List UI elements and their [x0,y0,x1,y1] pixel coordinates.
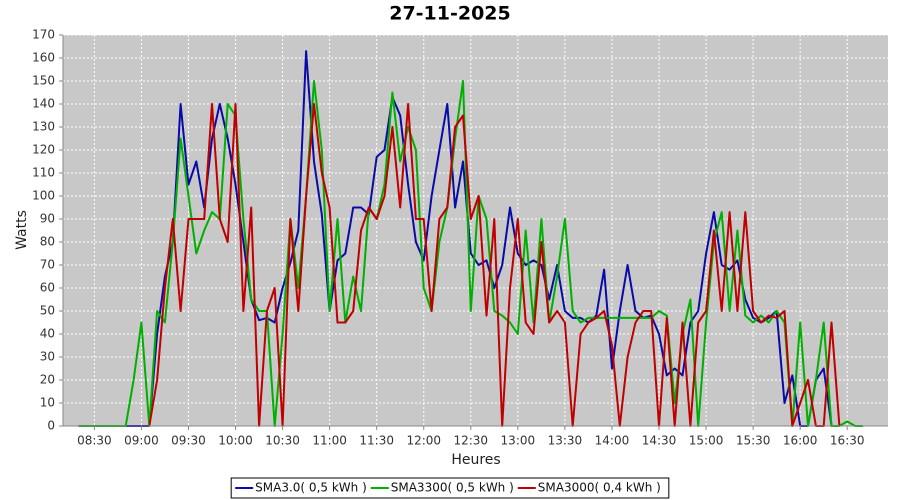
y-tick-label: 130 [32,120,55,134]
y-tick-label: 70 [40,258,55,272]
y-tick-label: 80 [40,235,55,249]
x-tick-label: 11:00 [312,434,347,448]
x-tick-label: 11:30 [359,434,394,448]
y-tick-label: 150 [32,74,55,88]
y-tick-label: 20 [40,373,55,387]
x-tick-label: 14:30 [642,434,677,448]
y-tick-label: 0 [47,419,55,433]
x-tick-label: 16:30 [830,434,865,448]
y-axis-title: Watts [14,210,30,250]
x-tick-label: 08:30 [77,434,112,448]
x-axis-title: Heures [451,452,500,468]
x-tick-label: 10:30 [265,434,300,448]
x-tick-label: 12:30 [453,434,488,448]
chart-title: 27-11-2025 [389,3,511,25]
legend-label: SMA3300( 0,5 kWh ) [391,481,514,495]
y-tick-label: 50 [40,304,55,318]
y-tick-label: 100 [32,189,55,203]
legend-label: SMA3.0( 0,5 kWh ) [255,481,367,495]
x-tick-label: 14:00 [595,434,630,448]
x-tick-label: 15:00 [689,434,724,448]
y-tick-label: 60 [40,281,55,295]
y-tick-label: 110 [32,166,55,180]
legend-label: SMA3000( 0,4 kWh ) [538,481,661,495]
x-tick-label: 12:00 [406,434,441,448]
x-tick-label: 13:30 [548,434,583,448]
lines [78,50,863,427]
x-tick-label: 09:30 [171,434,206,448]
x-tick-label: 10:00 [218,434,253,448]
x-tick-label: 15:30 [736,434,771,448]
series-line [78,80,863,427]
y-tick-label: 90 [40,212,55,226]
y-tick-label: 120 [32,143,55,157]
y-tick-label: 40 [40,327,55,341]
legend: SMA3.0( 0,5 kWh ) SMA3300( 0,5 kWh ) SMA30… [230,477,670,499]
x-tick-label: 13:00 [501,434,536,448]
legend-box [230,477,670,499]
series-line [148,103,841,427]
y-tick-label: 170 [32,28,55,42]
y-tick-label: 140 [32,97,55,111]
x-tick-label: 09:00 [124,434,159,448]
y-tick-label: 30 [40,350,55,364]
x-tick-label: 16:00 [783,434,818,448]
y-tick-label: 160 [32,51,55,65]
y-tick-label: 10 [40,396,55,410]
